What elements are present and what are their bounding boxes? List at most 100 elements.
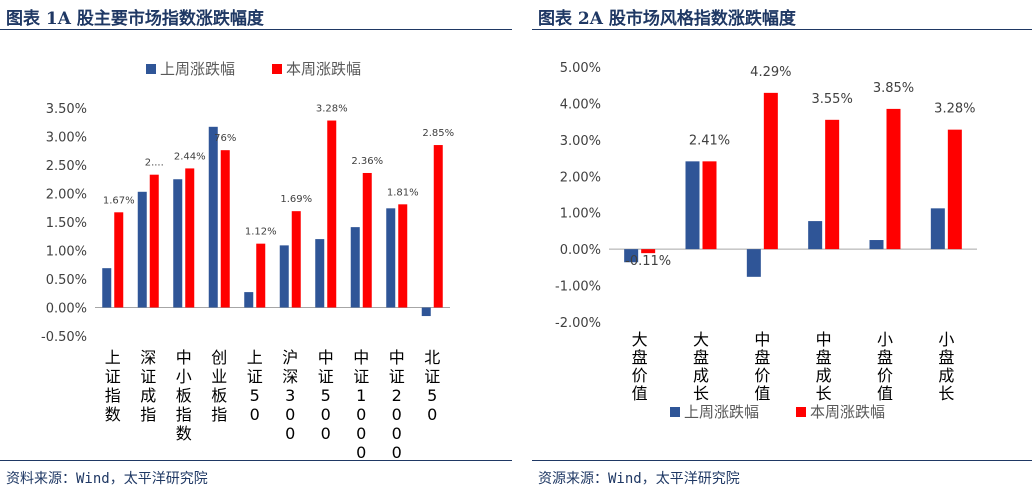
x-category-char: 盘 <box>754 348 770 367</box>
left-chart-title: 图表 1A 股主要市场指数涨跌幅度 <box>6 9 264 29</box>
legend-swatch-this-week <box>796 407 806 417</box>
y-tick-label: 0.00% <box>560 243 601 258</box>
x-category-char: 证 <box>353 367 369 386</box>
x-category-char: 盘 <box>693 348 709 367</box>
x-category-char: 0 <box>356 424 366 443</box>
x-category-char: 深 <box>140 348 156 367</box>
x-category-char: 5 <box>321 386 331 405</box>
data-label: -0.11% <box>625 254 671 269</box>
x-category-char: 值 <box>754 384 770 403</box>
x-category-char: 0 <box>392 443 402 462</box>
x-category-char: 小 <box>176 367 192 386</box>
bar-last-week <box>244 292 254 308</box>
left-bar-chart: -0.50% 0.00% 0.50% 1.00% 1.50% 2.00% 2.50% 3.00… <box>41 60 454 462</box>
y-tick-label: 1.50% <box>46 216 87 231</box>
legend-swatch-this-week <box>272 64 282 74</box>
data-label: 76% <box>214 133 236 144</box>
data-label: 3.55% <box>812 92 853 107</box>
x-category-char: 0 <box>321 424 331 443</box>
right-source-rule <box>532 460 1032 461</box>
x-category-char: 0 <box>356 405 366 424</box>
bar-this-week <box>220 150 230 308</box>
y-tick-label: 5.00% <box>560 61 601 76</box>
x-category-char: 中 <box>754 330 770 349</box>
right-chart-title: 图表 2A 股市场风格指数涨跌幅度 <box>538 9 796 29</box>
left-source-note: 资料来源：Wind，太平洋研究院 <box>6 471 208 487</box>
x-category-char: 3 <box>285 386 295 405</box>
x-category-char: 证 <box>247 367 263 386</box>
x-category-char: 数 <box>105 405 121 424</box>
legend-label-this-week: 本周涨跌幅 <box>286 60 361 78</box>
x-category-char: 价 <box>877 366 893 385</box>
left-chart-panel: 图表 1A 股主要市场指数涨跌幅度 -0.50% 0.00% 0.50% 1.00% 1… <box>0 9 512 487</box>
bar-last-week <box>746 249 761 277</box>
x-category-char: 盘 <box>632 348 648 367</box>
y-tick-label: 2.50% <box>46 159 87 174</box>
x-category-char: 指 <box>105 386 121 405</box>
x-category-char: 证 <box>140 367 156 386</box>
y-tick-label: -1.00% <box>555 280 601 295</box>
bar-this-week <box>886 108 901 250</box>
left-title-rule <box>0 29 512 30</box>
x-category-char: 中 <box>318 348 334 367</box>
bar-this-week <box>327 120 337 308</box>
x-category-char: 成 <box>816 366 832 385</box>
bar-this-week <box>398 204 408 308</box>
data-label: 2.44% <box>174 151 206 162</box>
bar-this-week <box>763 92 778 250</box>
x-category-char: 0 <box>392 405 402 424</box>
bar-this-week <box>947 129 962 250</box>
data-label: 2.... <box>145 158 164 169</box>
x-category-char: 创 <box>211 348 227 367</box>
x-category-char: 成 <box>938 366 954 385</box>
x-category-char: 数 <box>176 424 192 443</box>
x-category-char: 5 <box>427 386 437 405</box>
legend-label-last-week: 上周涨跌幅 <box>684 403 759 421</box>
left-source-rule <box>0 460 512 461</box>
bar-last-week <box>421 307 431 317</box>
x-category-char: 0 <box>392 424 402 443</box>
x-category-char: 5 <box>250 386 260 405</box>
x-category-char: 成 <box>140 386 156 405</box>
x-category-char: 0 <box>285 405 295 424</box>
x-category-char: 中 <box>389 348 405 367</box>
bar-this-week <box>149 174 159 308</box>
data-label: 1.69% <box>280 194 312 205</box>
y-tick-label: 3.00% <box>560 134 601 149</box>
bar-last-week <box>279 245 289 308</box>
bar-last-week <box>173 179 183 308</box>
data-label: 3.28% <box>934 102 975 117</box>
x-category-char: 大 <box>693 330 709 349</box>
x-category-char: 大 <box>632 330 648 349</box>
y-tick-label: -0.50% <box>41 330 87 345</box>
data-label: 2.85% <box>422 128 454 139</box>
x-category-char: 证 <box>389 367 405 386</box>
bar-last-week <box>102 268 112 308</box>
x-category-char: 长 <box>693 384 709 403</box>
data-label: 4.29% <box>750 65 791 80</box>
x-category-char: 上 <box>247 348 263 367</box>
y-tick-label: 0.50% <box>46 273 87 288</box>
y-tick-label: 2.00% <box>46 188 87 203</box>
data-label: 3.28% <box>316 104 348 115</box>
bar-last-week <box>808 221 823 250</box>
x-category-char: 指 <box>140 405 156 424</box>
x-category-char: 中 <box>816 330 832 349</box>
x-category-char: 盘 <box>938 348 954 367</box>
y-tick-label: 0.00% <box>46 302 87 317</box>
right-chart-panel: 图表 2A 股市场风格指数涨跌幅度 -2.00% -1.00% 0.00% 1.00%… <box>532 0 1036 496</box>
bar-this-week <box>362 172 372 308</box>
x-category-char: 小 <box>938 330 954 349</box>
bar-last-week <box>137 191 147 308</box>
data-label: 1.12% <box>245 227 277 238</box>
bar-this-week <box>641 249 656 254</box>
x-category-char: 证 <box>424 367 440 386</box>
data-label: 2.36% <box>351 156 383 167</box>
data-label: 1.67% <box>103 195 135 206</box>
bar-last-week <box>930 208 945 250</box>
bar-last-week <box>869 240 884 250</box>
x-category-char: 价 <box>754 366 770 385</box>
x-category-char: 小 <box>877 330 893 349</box>
x-category-char: 成 <box>693 366 709 385</box>
bar-this-week <box>433 145 443 308</box>
